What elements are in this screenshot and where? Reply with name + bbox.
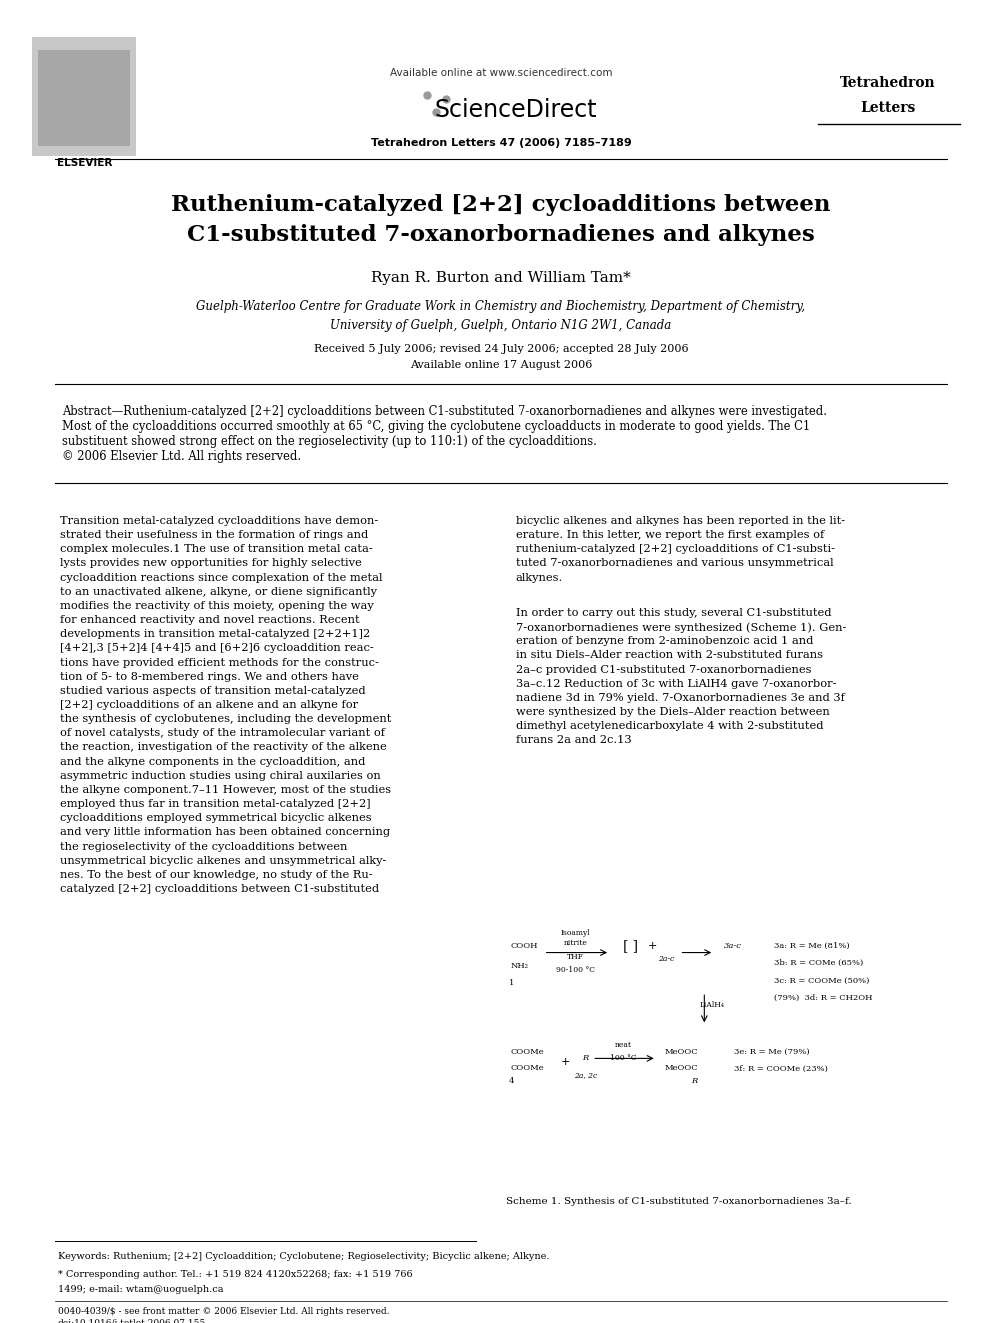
Text: 3a: R = Me (81%): 3a: R = Me (81%) xyxy=(774,942,849,950)
Text: Letters: Letters xyxy=(860,102,916,115)
Text: R: R xyxy=(582,1054,588,1062)
Text: +: + xyxy=(560,1057,570,1068)
Text: doi:10.1016/j.tetlet.2006.07.155: doi:10.1016/j.tetlet.2006.07.155 xyxy=(58,1319,206,1323)
Text: employed thus far in transition metal-catalyzed [2+2]: employed thus far in transition metal-ca… xyxy=(60,799,370,810)
Text: 3a–c.12 Reduction of 3c with LiAlH4 gave 7-oxanorbor-: 3a–c.12 Reduction of 3c with LiAlH4 gave… xyxy=(516,679,836,689)
Text: unsymmetrical bicyclic alkenes and unsymmetrical alky-: unsymmetrical bicyclic alkenes and unsym… xyxy=(60,856,386,865)
Text: 3a-c: 3a-c xyxy=(724,942,742,950)
Text: Scheme 1. Synthesis of C1-substituted 7-oxanorbornadienes 3a–f.: Scheme 1. Synthesis of C1-substituted 7-… xyxy=(506,1197,851,1207)
Text: University of Guelph, Guelph, Ontario N1G 2W1, Canada: University of Guelph, Guelph, Ontario N1… xyxy=(330,319,672,332)
Text: eration of benzyne from 2-aminobenzoic acid 1 and: eration of benzyne from 2-aminobenzoic a… xyxy=(516,636,813,647)
Text: the reaction, investigation of the reactivity of the alkene: the reaction, investigation of the react… xyxy=(60,742,386,753)
Text: Guelph-Waterloo Centre for Graduate Work in Chemistry and Biochemistry, Departme: Guelph-Waterloo Centre for Graduate Work… xyxy=(196,300,806,314)
Text: C1-substituted 7-oxanorbornadienes and alkynes: C1-substituted 7-oxanorbornadienes and a… xyxy=(187,225,814,246)
Text: 7-oxanorbornadienes were synthesized (Scheme 1). Gen-: 7-oxanorbornadienes were synthesized (Sc… xyxy=(516,622,846,632)
Text: [ ]: [ ] xyxy=(623,939,638,953)
Text: MeOOC: MeOOC xyxy=(665,1064,698,1072)
Text: and very little information has been obtained concerning: and very little information has been obt… xyxy=(60,827,390,837)
Text: In order to carry out this study, several C1-substituted: In order to carry out this study, severa… xyxy=(516,609,831,618)
Text: strated their usefulness in the formation of rings and: strated their usefulness in the formatio… xyxy=(60,531,368,540)
Text: the synthesis of cyclobutenes, including the development: the synthesis of cyclobutenes, including… xyxy=(60,714,391,724)
Text: for enhanced reactivity and novel reactions. Recent: for enhanced reactivity and novel reacti… xyxy=(60,615,359,624)
Text: modifies the reactivity of this moiety, opening the way: modifies the reactivity of this moiety, … xyxy=(60,601,373,611)
Text: 2a-c: 2a-c xyxy=(659,955,675,963)
Text: [4+2],3 [5+2]4 [4+4]5 and [6+2]6 cycloaddition reac-: [4+2],3 [5+2]4 [4+4]5 and [6+2]6 cycload… xyxy=(60,643,373,654)
Text: 2a, 2c: 2a, 2c xyxy=(573,1072,597,1080)
Text: tion of 5- to 8-membered rings. We and others have: tion of 5- to 8-membered rings. We and o… xyxy=(60,672,358,681)
Text: tuted 7-oxanorbornadienes and various unsymmetrical: tuted 7-oxanorbornadienes and various un… xyxy=(516,558,833,569)
Text: Ruthenium-catalyzed [2+2] cycloadditions between: Ruthenium-catalyzed [2+2] cycloadditions… xyxy=(172,194,830,216)
Text: to an unactivated alkene, alkyne, or diene significantly: to an unactivated alkene, alkyne, or die… xyxy=(60,587,377,597)
Text: 3c: R = COOMe (50%): 3c: R = COOMe (50%) xyxy=(774,976,869,984)
Text: catalyzed [2+2] cycloadditions between C1-substituted: catalyzed [2+2] cycloadditions between C… xyxy=(60,884,379,894)
Text: erature. In this letter, we report the first examples of: erature. In this letter, we report the f… xyxy=(516,531,824,540)
Text: substituent showed strong effect on the regioselectivity (up to 110:1) of the cy: substituent showed strong effect on the … xyxy=(62,435,597,448)
Text: +: + xyxy=(648,941,658,951)
Text: MeOOC: MeOOC xyxy=(665,1048,698,1056)
Text: 0040-4039/$ - see front matter © 2006 Elsevier Ltd. All rights reserved.: 0040-4039/$ - see front matter © 2006 El… xyxy=(58,1307,389,1316)
Text: cycloaddition reactions since complexation of the metal: cycloaddition reactions since complexati… xyxy=(60,573,382,582)
Text: Available online at www.sciencedirect.com: Available online at www.sciencedirect.co… xyxy=(390,67,612,78)
Text: tions have provided efficient methods for the construc-: tions have provided efficient methods fo… xyxy=(60,658,378,668)
Text: cycloadditions employed symmetrical bicyclic alkenes: cycloadditions employed symmetrical bicy… xyxy=(60,814,371,823)
Text: 3b: R = COMe (65%): 3b: R = COMe (65%) xyxy=(774,959,863,967)
Text: and the alkyne components in the cycloaddition, and: and the alkyne components in the cycload… xyxy=(60,757,365,766)
Text: complex molecules.1 The use of transition metal cata-: complex molecules.1 The use of transitio… xyxy=(60,544,372,554)
Text: Isoamyl: Isoamyl xyxy=(560,929,590,937)
Text: R: R xyxy=(691,1077,697,1085)
Text: 90-100 °C: 90-100 °C xyxy=(556,966,595,974)
Text: ScienceDirect: ScienceDirect xyxy=(434,98,597,122)
Text: in situ Diels–Alder reaction with 2-substituted furans: in situ Diels–Alder reaction with 2-subs… xyxy=(516,651,822,660)
Text: 4: 4 xyxy=(509,1077,515,1085)
Text: neat: neat xyxy=(614,1041,632,1049)
Text: 100 °C: 100 °C xyxy=(610,1054,636,1062)
Text: THF: THF xyxy=(566,953,584,960)
Text: * Corresponding author. Tel.: +1 519 824 4120x52268; fax: +1 519 766: * Corresponding author. Tel.: +1 519 824… xyxy=(58,1270,412,1279)
Text: ruthenium-catalyzed [2+2] cycloadditions of C1-substi-: ruthenium-catalyzed [2+2] cycloadditions… xyxy=(516,544,835,554)
Text: © 2006 Elsevier Ltd. All rights reserved.: © 2006 Elsevier Ltd. All rights reserved… xyxy=(62,450,302,463)
Text: Available online 17 August 2006: Available online 17 August 2006 xyxy=(410,360,592,370)
Text: Abstract—Ruthenium-catalyzed [2+2] cycloadditions between C1-substituted 7-oxano: Abstract—Ruthenium-catalyzed [2+2] cyclo… xyxy=(62,405,827,418)
Text: 2a–c provided C1-substituted 7-oxanorbornadienes: 2a–c provided C1-substituted 7-oxanorbor… xyxy=(516,664,811,675)
Text: the regioselectivity of the cycloadditions between: the regioselectivity of the cycloadditio… xyxy=(60,841,347,852)
Text: Keywords: Ruthenium; [2+2] Cycloaddition; Cyclobutene; Regioselectivity; Bicycli: Keywords: Ruthenium; [2+2] Cycloaddition… xyxy=(58,1252,549,1261)
Text: ELSEVIER: ELSEVIER xyxy=(57,157,112,168)
Text: of novel catalysts, study of the intramolecular variant of: of novel catalysts, study of the intramo… xyxy=(60,728,385,738)
Text: bicyclic alkenes and alkynes has been reported in the lit-: bicyclic alkenes and alkynes has been re… xyxy=(516,516,845,527)
Text: the alkyne component.7–11 However, most of the studies: the alkyne component.7–11 However, most … xyxy=(60,785,391,795)
Text: dimethyl acetylenedicarboxylate 4 with 2-substituted: dimethyl acetylenedicarboxylate 4 with 2… xyxy=(516,721,823,732)
Bar xyxy=(32,37,136,156)
Text: 3e: R = Me (79%): 3e: R = Me (79%) xyxy=(734,1048,809,1056)
Text: COOMe: COOMe xyxy=(511,1064,545,1072)
Text: lysts provides new opportunities for highly selective: lysts provides new opportunities for hig… xyxy=(60,558,361,569)
Text: 1: 1 xyxy=(509,979,514,987)
Text: [2+2] cycloadditions of an alkene and an alkyne for: [2+2] cycloadditions of an alkene and an… xyxy=(60,700,358,710)
Text: furans 2a and 2c.13: furans 2a and 2c.13 xyxy=(516,736,632,745)
Text: nitrite: nitrite xyxy=(563,939,587,947)
Text: Received 5 July 2006; revised 24 July 2006; accepted 28 July 2006: Received 5 July 2006; revised 24 July 20… xyxy=(313,344,688,355)
Text: Tetrahedron: Tetrahedron xyxy=(840,77,935,90)
Text: nadiene 3d in 79% yield. 7-Oxanorbornadienes 3e and 3f: nadiene 3d in 79% yield. 7-Oxanorbornadi… xyxy=(516,693,845,703)
Text: 3f: R = COOMe (23%): 3f: R = COOMe (23%) xyxy=(734,1065,828,1073)
Text: LiAlH₄: LiAlH₄ xyxy=(699,1002,724,1009)
Text: 1499; e-mail: wtam@uoguelph.ca: 1499; e-mail: wtam@uoguelph.ca xyxy=(58,1285,223,1294)
Text: NH₂: NH₂ xyxy=(511,962,529,970)
Text: studied various aspects of transition metal-catalyzed: studied various aspects of transition me… xyxy=(60,685,365,696)
Text: COOMe: COOMe xyxy=(511,1048,545,1056)
Bar xyxy=(38,50,130,146)
Text: developments in transition metal-catalyzed [2+2+1]2: developments in transition metal-catalyz… xyxy=(60,630,370,639)
Text: Most of the cycloadditions occurred smoothly at 65 °C, giving the cyclobutene cy: Most of the cycloadditions occurred smoo… xyxy=(62,421,810,433)
Text: asymmetric induction studies using chiral auxilaries on: asymmetric induction studies using chira… xyxy=(60,771,380,781)
Text: Ryan R. Burton and William Tam*: Ryan R. Burton and William Tam* xyxy=(371,271,631,284)
Text: Tetrahedron Letters 47 (2006) 7185–7189: Tetrahedron Letters 47 (2006) 7185–7189 xyxy=(371,138,631,148)
Text: nes. To the best of our knowledge, no study of the Ru-: nes. To the best of our knowledge, no st… xyxy=(60,871,372,880)
Text: Transition metal-catalyzed cycloadditions have demon-: Transition metal-catalyzed cycloaddition… xyxy=(60,516,378,527)
Text: COOH: COOH xyxy=(511,942,539,950)
Text: alkynes.: alkynes. xyxy=(516,573,563,582)
Text: (79%)  3d: R = CH2OH: (79%) 3d: R = CH2OH xyxy=(774,994,872,1002)
Text: were synthesized by the Diels–Alder reaction between: were synthesized by the Diels–Alder reac… xyxy=(516,706,829,717)
